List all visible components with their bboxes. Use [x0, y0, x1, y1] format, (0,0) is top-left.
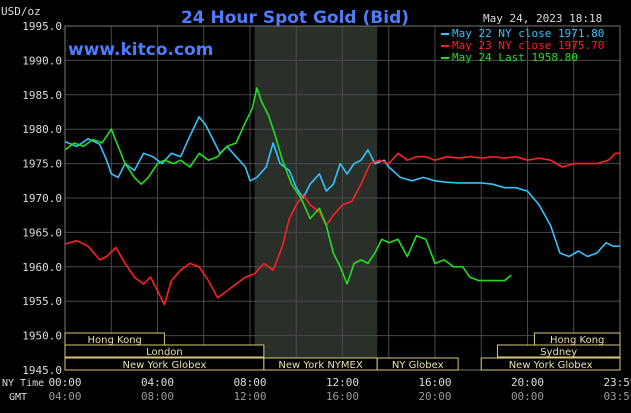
session-label: NY Globex — [392, 360, 444, 371]
watermark-url: www.kitco.com — [68, 40, 213, 60]
y-tick-label: 1955.0 — [22, 295, 62, 308]
y-tick-label: 1985.0 — [22, 89, 62, 102]
x-axis-ticks: 00:0004:0004:0008:0008:0012:0012:0016:00… — [48, 376, 631, 403]
x-tick-gmt: 08:00 — [141, 390, 174, 403]
session-label: Sydney — [540, 347, 577, 358]
legend-may22: May 22 NY close 1971.80 — [452, 27, 604, 40]
trading-sessions: Hong Kong London New York Globex New York N… — [64, 332, 621, 371]
series-line — [64, 116, 620, 258]
y-tick-label: 1995.0 — [22, 20, 62, 33]
y-tick-label: 1945.0 — [22, 364, 62, 377]
x-tick-gmt: 20:00 — [418, 390, 451, 403]
x-tick-gmt: 12:00 — [233, 390, 266, 403]
x-tick-ny: 04:00 — [141, 376, 174, 389]
session-label: Hong Kong — [88, 335, 142, 346]
legend: May 22 NY close 1971.80 May 23 NY close … — [441, 27, 604, 64]
session-box — [496, 344, 621, 358]
legend-may23: May 23 NY close 1975.70 — [452, 39, 604, 52]
x-tick-gmt: 04:00 — [48, 390, 81, 403]
x-tick-ny: 20:00 — [511, 376, 544, 389]
x-tick-ny: 12:00 — [326, 376, 359, 389]
y-tick-label: 1975.0 — [22, 158, 62, 171]
session-box — [376, 357, 459, 371]
unit-label: USD/oz — [1, 5, 41, 18]
x-tick-gmt: 00:00 — [511, 390, 544, 403]
session-label: New York Globex — [123, 360, 207, 371]
session-label: New York Globex — [509, 360, 593, 371]
y-tick-label: 1960.0 — [22, 261, 62, 274]
chart-title: 24 Hour Spot Gold (Bid) — [181, 8, 409, 28]
series-line — [64, 87, 512, 285]
x-tick-ny: 08:00 — [233, 376, 266, 389]
timestamp: May 24, 2023 18:18 — [483, 12, 602, 25]
session-label: New York NYMEX — [278, 360, 363, 371]
y-axis-ticks: 1995.0 1990.0 1985.0 1980.0 1975.0 1970.0 1965… — [22, 20, 62, 377]
session-label: London — [146, 347, 183, 358]
x-tick-ny: 00:00 — [48, 376, 81, 389]
y-tick-label: 1970.0 — [22, 192, 62, 205]
ny-time-label: NY Time — [2, 378, 44, 389]
session-label: Hong Kong — [550, 335, 604, 346]
y-tick-label: 1965.0 — [22, 226, 62, 239]
series-lines — [64, 87, 620, 306]
y-tick-label: 1980.0 — [22, 123, 62, 136]
session-box — [64, 344, 265, 358]
x-tick-gmt: 16:00 — [326, 390, 359, 403]
legend-may24: May 24 Last 1958.80 — [452, 51, 578, 64]
session-box — [480, 357, 621, 371]
y-tick-label: 1990.0 — [22, 54, 62, 67]
gmt-label: GMT — [9, 392, 27, 403]
x-tick-gmt: 03:59 — [603, 390, 631, 403]
x-tick-ny: 23:59 — [603, 376, 631, 389]
x-tick-ny: 16:00 — [418, 376, 451, 389]
y-tick-label: 1950.0 — [22, 330, 62, 343]
